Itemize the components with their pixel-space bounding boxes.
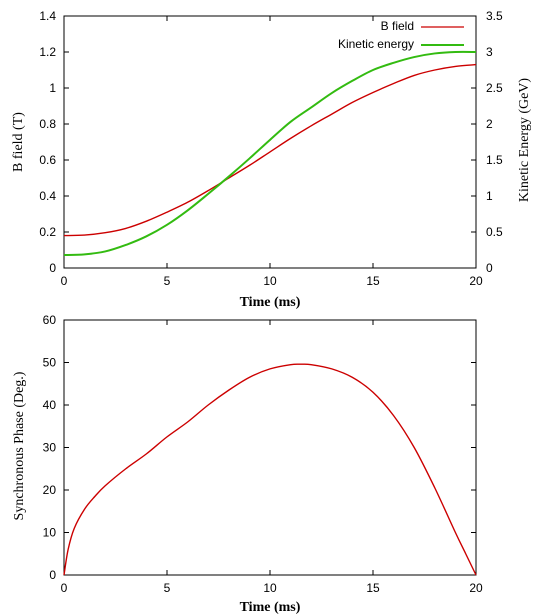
y-tick-label: 0	[49, 568, 56, 582]
x-tick-label: 15	[366, 274, 380, 288]
y2-tick-label: 0.5	[486, 225, 503, 239]
bottom-chart: 0 5 10 15 20 0 10 20 30 40 50 60 Time (ms) Synchro…	[12, 313, 483, 615]
x-tick-label: 10	[263, 581, 277, 595]
top-y-axis-label: B field (T)	[11, 112, 26, 172]
y2-tick-label: 0	[486, 261, 493, 275]
top-x-axis-label: Time (ms)	[240, 295, 301, 310]
y-tick-label: 0	[49, 261, 56, 275]
x-tick-label: 20	[469, 274, 483, 288]
y2-tick-label: 2	[486, 117, 493, 131]
bottom-x-ticks: 0 5 10 15 20	[61, 320, 483, 595]
top-y2-ticks: 0 0.5 1 1.5 2 2.5 3 3.5	[471, 9, 503, 275]
top-y-ticks: 0 0.2 0.4 0.6 0.8 1 1.2 1.4	[39, 9, 69, 275]
y-tick-label: 50	[43, 356, 57, 370]
x-tick-label: 0	[61, 274, 68, 288]
bottom-x-axis-label: Time (ms)	[240, 600, 301, 615]
top-series-lines	[63, 50, 477, 257]
y-tick-label: 1.2	[39, 45, 56, 59]
legend-label-b-field: B field	[381, 19, 414, 33]
bottom-series-lines	[63, 363, 477, 576]
bottom-y-axis-label: Synchronous Phase (Deg.)	[12, 371, 27, 520]
top-chart: 0 5 10 15 20 0 0.2 0.4 0.6 0.8 1 1.2 1.4 0 0.5 1 1.5 2 2…	[11, 9, 532, 310]
y-tick-label: 0.6	[39, 153, 56, 167]
legend-label-kinetic-energy: Kinetic energy	[338, 37, 414, 51]
x-tick-label: 10	[263, 274, 277, 288]
x-tick-label: 15	[366, 581, 380, 595]
y2-tick-label: 1	[486, 189, 493, 203]
y-tick-label: 30	[43, 441, 57, 455]
x-tick-label: 20	[469, 581, 483, 595]
series-line-kinetic-energy	[63, 50, 477, 257]
top-x-ticks: 0 5 10 15 20	[61, 16, 483, 288]
series-line-b-field	[63, 63, 477, 237]
y-tick-label: 60	[43, 313, 57, 327]
y-tick-label: 40	[43, 398, 57, 412]
top-legend: B field Kinetic energy	[338, 19, 464, 51]
bottom-y-ticks: 0 10 20 30 40 50 60	[43, 313, 476, 582]
y-tick-label: 20	[43, 483, 57, 497]
x-tick-label: 0	[61, 581, 68, 595]
series-line-phase	[63, 363, 477, 576]
y-tick-label: 1	[49, 81, 56, 95]
top-y2-axis-label: Kinetic Energy (GeV)	[517, 78, 532, 202]
y-tick-label: 1.4	[39, 9, 56, 23]
y-tick-label: 0.2	[39, 225, 56, 239]
y2-tick-label: 1.5	[486, 153, 503, 167]
y2-tick-label: 3.5	[486, 9, 503, 23]
top-plot-frame	[63, 15, 477, 269]
x-tick-label: 5	[164, 274, 171, 288]
y2-tick-label: 2.5	[486, 81, 503, 95]
y-tick-label: 0.8	[39, 117, 56, 131]
y-tick-label: 0.4	[39, 189, 56, 203]
x-tick-label: 5	[164, 581, 171, 595]
y2-tick-label: 3	[486, 45, 493, 59]
y-tick-label: 10	[43, 526, 57, 540]
